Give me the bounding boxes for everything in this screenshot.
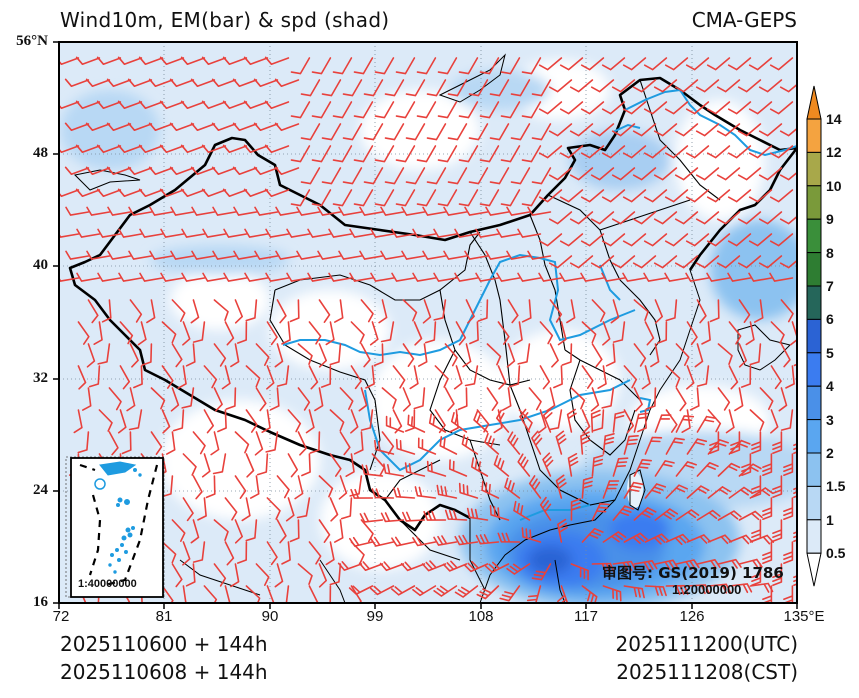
lon-label-135: 135°E: [783, 608, 825, 625]
colorbar-tick-label: 0.5: [826, 545, 846, 562]
colorbar-tick-label: 3: [826, 411, 834, 428]
axis-ticks: [53, 41, 798, 609]
lat-label-32: 32: [33, 370, 48, 386]
wind-speed-shading: [59, 42, 797, 603]
lat-label-16: 16: [33, 594, 48, 610]
lon-label-90: 90: [261, 608, 279, 625]
colorbar-tick-label: 5: [826, 344, 834, 361]
colorbar-tick-label: 8: [826, 244, 834, 261]
lon-label-108: 108: [468, 608, 494, 625]
national-border: [68, 76, 797, 532]
colorbar-tick-label: 2: [826, 445, 834, 461]
model-source-label: CMA-GEPS: [691, 8, 797, 32]
coastlines: [73, 53, 791, 603]
map-scale-label: 1:20000000: [672, 582, 742, 597]
valid-time-utc: 2025111200(UTC): [615, 632, 799, 656]
lon-label-81: 81: [155, 608, 173, 625]
inset-scale-label: 1:40000000: [78, 578, 137, 590]
colorbar-tick-label: 9: [826, 211, 834, 228]
lat-label-48: 48: [33, 145, 48, 161]
init-time-utc: 2025110600 + 144h: [60, 632, 268, 656]
colorbar-tick-label: 6: [826, 311, 834, 328]
init-time-cst: 2025110608 + 144h: [60, 660, 268, 684]
lon-label-126: 126: [679, 608, 705, 625]
lat-label-56: 56°N: [16, 33, 48, 49]
map-frame: [58, 41, 798, 604]
colorbar-tick-label: 1: [826, 511, 834, 528]
colorbar: [806, 85, 822, 587]
colorbar-tick-label: 7: [826, 278, 834, 294]
chart-title: Wind10m, EM(bar) & spd (shad): [60, 8, 390, 32]
lon-label-117: 117: [574, 608, 598, 625]
lon-label-99: 99: [366, 608, 384, 625]
map-review-number: 审图号: GS(2019) 1786: [602, 564, 784, 582]
lat-label-24: 24: [33, 482, 48, 498]
colorbar-tick-label: 4: [826, 378, 834, 395]
colorbar-tick-label: 1.5: [826, 478, 846, 495]
valid-time-cst: 2025111208(CST): [616, 660, 798, 684]
colorbar-tick-label: 14: [826, 111, 842, 127]
lon-label-72: 72: [52, 608, 70, 625]
colorbar-tick-label: 12: [826, 144, 842, 161]
provincial-borders: [269, 79, 721, 561]
south-china-sea-inset: [65, 456, 165, 598]
lat-label-40: 40: [33, 257, 48, 273]
colorbar-tick-label: 10: [826, 177, 842, 194]
